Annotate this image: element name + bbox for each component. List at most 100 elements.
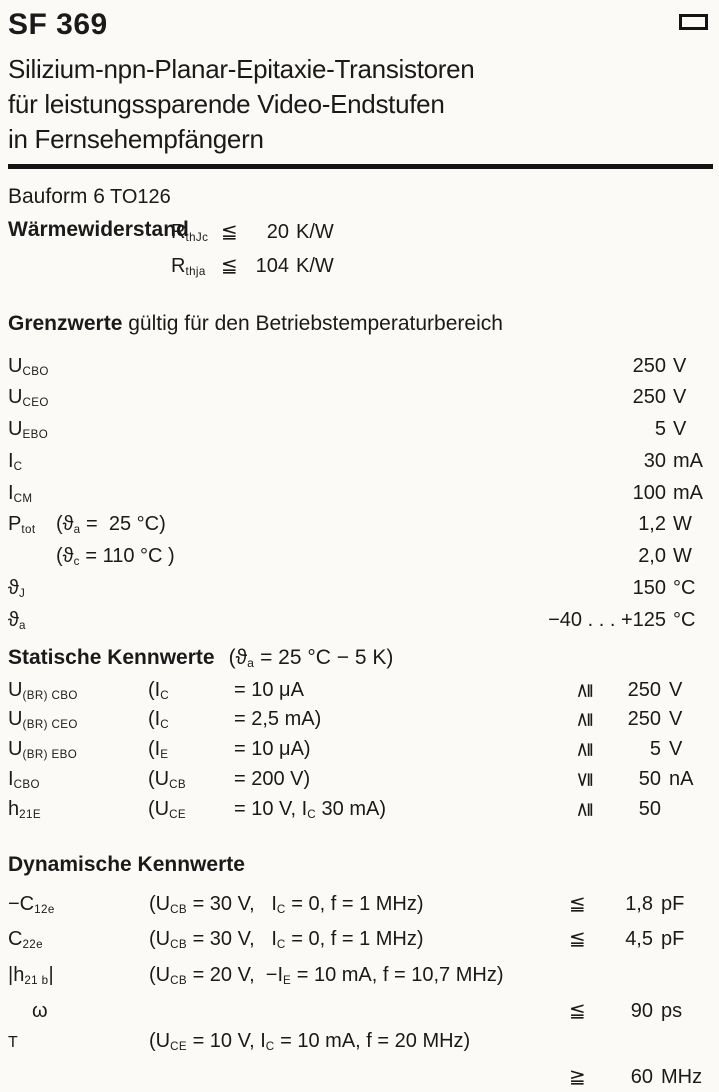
description-line: in Fernsehempfängern (8, 124, 264, 154)
limit-row: Ptot (ϑa = 25 °C) 1,2 W (8, 511, 715, 543)
value: 250 (632, 386, 666, 409)
unit: °C (673, 608, 696, 631)
param-row: T (UCE = 10 V, IC = 10 mA, f = 20 MHz) (8, 1026, 715, 1062)
limit-row: ϑJ 150 °C (8, 575, 715, 607)
unit: W (673, 513, 692, 536)
param-row: h21E (UCE = 10 V, IC 30 mA) ≧ 50 (8, 797, 715, 827)
param-row: ≧ 60 MHz (8, 1062, 715, 1092)
description: Silizium-npn-Planar-Epitaxie-Transistore… (8, 52, 715, 157)
unit: W (673, 545, 692, 568)
param-row: ICBO (UCB = 200 V) ≦ 50 nA (8, 767, 715, 797)
statische-heading: Statische Kennwerte (ϑa = 25 °C − 5 K) (8, 646, 715, 670)
heading-bold: Grenzwerte (8, 311, 123, 335)
unit: nA (669, 767, 694, 790)
relation: ≦ (221, 254, 238, 277)
param-row: U(BR) CEO (IC = 2,5 mA) ≧ 250 V (8, 707, 715, 737)
static-table: U(BR) CBO (IC = 10 μA ≧ 250 V U(BR) CEO (IC = 2… (8, 678, 715, 827)
unit: mA (673, 449, 703, 472)
unit: K/W (296, 221, 334, 243)
limit-row: ICM 100 mA (8, 480, 715, 512)
condition: (UCE = 10 V, IC = 10 mA, f = 20 MHz) (149, 1029, 471, 1053)
symbol: ω (32, 999, 48, 1022)
relation: ≦ (573, 771, 596, 788)
condition-symbol: (IC (148, 678, 169, 702)
value: 1,8 (625, 892, 653, 915)
dynamische-heading: Dynamische Kennwerte (8, 853, 715, 877)
condition: (UCB = 30 V, IC = 0, f = 1 MHz) (149, 928, 424, 952)
thermal-row: Rthja ≦ 104 K/W (171, 252, 334, 286)
thermal-lines: RthJc ≦ 20 K/W Rthja ≦ 104 K/W (171, 218, 334, 286)
value: 150 (632, 577, 666, 600)
condition: (ϑc = 110 °C ) (56, 545, 175, 569)
value: 60 (630, 1065, 653, 1088)
param-row: −C12e (UCB = 30 V, IC = 0, f = 1 MHz) ≦ 1,8… (8, 889, 715, 925)
description-line: Silizium-npn-Planar-Epitaxie-Transistore… (8, 54, 475, 84)
limit-row: IC 30 mA (8, 448, 715, 480)
value: 100 (632, 481, 666, 504)
value: 5 (649, 738, 661, 761)
symbol: h21E (8, 797, 41, 821)
relation: ≦ (569, 999, 586, 1022)
condition-symbol: (IE (148, 738, 169, 761)
value: 104 (255, 254, 289, 277)
thermal-row: RthJc ≦ 20 K/W (171, 218, 334, 252)
grenzwerte-heading: Grenzwerte gültig für den Betriebstemper… (8, 312, 715, 336)
value: 90 (630, 999, 653, 1022)
relation: ≦ (221, 221, 238, 243)
param-row: U(BR) CBO (IC = 10 μA ≧ 250 V (8, 678, 715, 708)
symbol: T (8, 1033, 18, 1051)
thermal-label: Wärmewiderstand (8, 218, 189, 241)
param-row: U(BR) EBO (IE = 10 μA) ≧ 5 V (8, 737, 715, 767)
unit: V (673, 386, 687, 409)
divider (8, 164, 713, 169)
symbol: −C12e (8, 892, 55, 916)
symbol: ICM (8, 481, 33, 505)
package-name: TO126 (110, 186, 171, 208)
relation: ≦ (569, 892, 586, 915)
symbol: UCBO (8, 354, 49, 378)
value: 30 (643, 449, 666, 472)
symbol: ϑJ (8, 577, 26, 600)
value: 50 (638, 767, 661, 790)
value: 50 (638, 797, 661, 820)
rectangle-outline-icon (679, 14, 708, 30)
condition: (UCB = 30 V, IC = 0, f = 1 MHz) (149, 892, 424, 916)
relation: ≦ (569, 928, 586, 951)
value: 250 (632, 354, 666, 377)
limit-row: UCEO 250 V (8, 384, 715, 416)
condition-value: = 10 μA) (234, 738, 311, 761)
symbol: U(BR) EBO (8, 738, 78, 761)
relation: ≧ (573, 711, 596, 729)
thermal-symbol: Rthja (171, 254, 206, 278)
value: 1,2 (638, 513, 666, 536)
heading-bold: Statische Kennwerte (8, 645, 215, 669)
symbol: C22e (8, 928, 43, 952)
symbol: U(BR) CBO (8, 678, 78, 702)
heading-bold: Dynamische Kennwerte (8, 852, 245, 876)
condition-value: = 10 V, IC 30 mA) (234, 797, 387, 821)
value: 5 (654, 418, 666, 441)
relation: ≧ (573, 741, 596, 759)
unit: °C (673, 577, 696, 600)
limit-row: ϑa −40 . . . +125 °C (8, 607, 715, 639)
limit-row: UEBO 5 V (8, 416, 715, 448)
param-row: C22e (UCB = 30 V, IC = 0, f = 1 MHz) ≦ 4,5 p… (8, 924, 715, 960)
unit: pF (661, 892, 685, 915)
unit: mA (673, 481, 703, 504)
description-line: für leistungssparende Video-Endstufen (8, 89, 445, 119)
symbol: UCEO (8, 386, 49, 410)
value: 250 (627, 678, 661, 701)
value: 4,5 (625, 928, 653, 951)
param-row: |h21 b| (UCB = 20 V, −IE = 10 mA, f = 10,… (8, 960, 715, 996)
symbol: Ptot (8, 513, 36, 537)
relation: ≧ (573, 800, 596, 818)
condition-value: = 10 μA (234, 678, 304, 701)
limit-row: UCBO 250 V (8, 353, 715, 385)
value: −40 . . . +125 (548, 608, 666, 631)
part-number: SF 369 (8, 8, 108, 41)
condition-symbol: (UCB (148, 767, 187, 791)
value: 2,0 (638, 545, 666, 568)
thermal-resistance-block: Wärmewiderstand RthJc ≦ 20 K/W Rthja ≦ 104 K/W (8, 218, 715, 286)
condition-symbol: (IC (148, 708, 169, 732)
param-row: ω ≦ 90 ps (8, 996, 715, 1026)
